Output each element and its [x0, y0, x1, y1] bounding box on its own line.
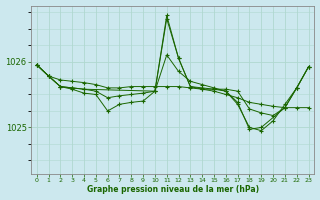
X-axis label: Graphe pression niveau de la mer (hPa): Graphe pression niveau de la mer (hPa) [87, 185, 259, 194]
